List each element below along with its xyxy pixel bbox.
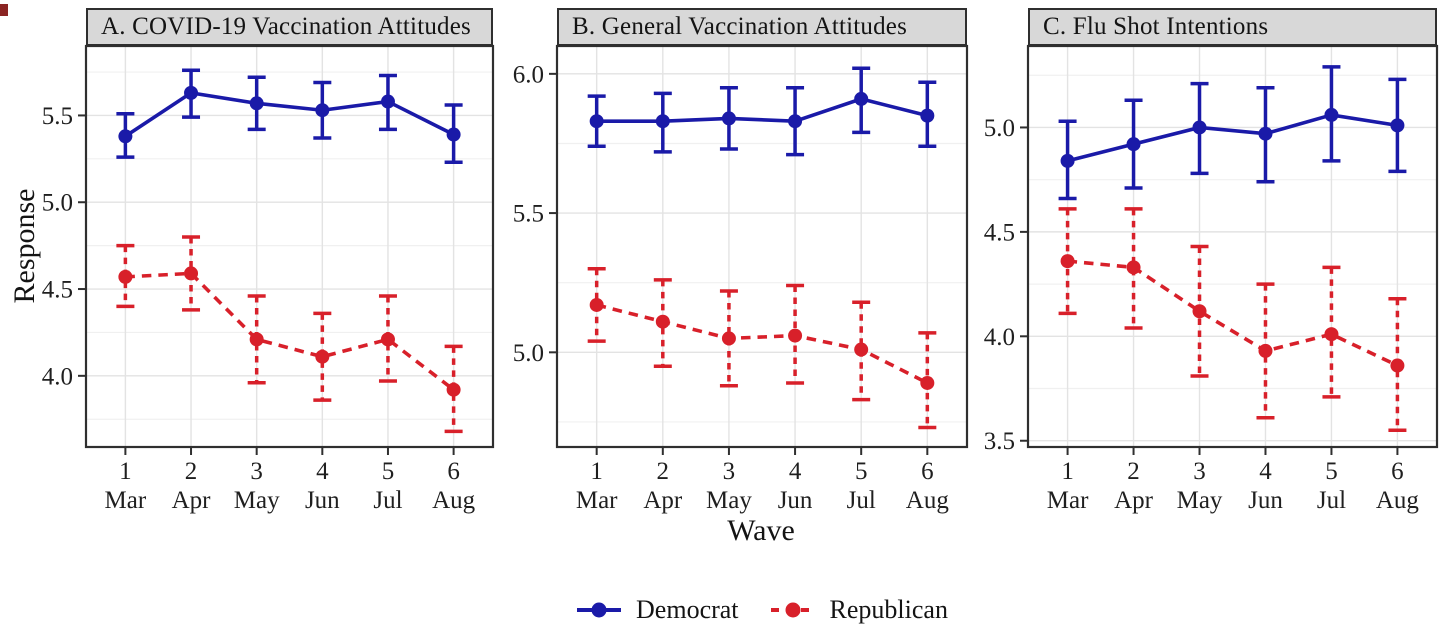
panel-b-xtick-month: Jul: [847, 487, 876, 514]
panel-b-xtick-wave: 6: [921, 458, 934, 485]
panel-b-xtick-wave: 3: [723, 458, 736, 485]
panel-c-xtick-wave: 4: [1259, 458, 1272, 485]
legend-key-democrat-icon: [577, 602, 622, 618]
panel-a-ytick-label: 5.0: [42, 190, 73, 217]
panel-a-xtick-month: Jul: [373, 487, 402, 514]
panel-a-xtick-wave: 4: [316, 458, 329, 485]
panel-b-xtick-wave: 5: [855, 458, 868, 485]
panel-b-xtick-wave: 1: [590, 458, 603, 485]
panel-b-ytick-label: 6.0: [513, 61, 544, 88]
legend-label-democrat: Democrat: [636, 595, 739, 624]
panel-a-xtick-wave: 2: [185, 458, 198, 485]
panel-c-xtick-month: Mar: [1047, 487, 1089, 514]
panel-a-xtick-wave: 5: [382, 458, 395, 485]
facet-strip-a: A. COVID-19 Vaccination Attitudes: [86, 8, 493, 46]
panel-a-xtick-month: Apr: [172, 487, 212, 514]
panel-c-xtick-month: Apr: [1114, 487, 1154, 514]
panel-c-ytick-label: 4.0: [984, 324, 1015, 351]
x-axis-title: Wave: [727, 514, 795, 547]
panel-a-ytick-label: 4.0: [42, 363, 73, 390]
panel-b-xtick-month: Mar: [576, 487, 618, 514]
panel-c-xtick-wave: 3: [1193, 458, 1206, 485]
panel-b-ytick-label: 5.0: [513, 340, 544, 367]
panel-a-ytick-label: 5.5: [42, 103, 73, 130]
panel-c-xtick-month: May: [1177, 487, 1223, 514]
panel-b-xtick-month: May: [706, 487, 752, 514]
facet-title-b: B. General Vaccination Attitudes: [572, 13, 908, 40]
panel-a-xtick-month: May: [234, 487, 280, 514]
facet-strip-b: B. General Vaccination Attitudes: [557, 8, 967, 46]
screenshot-artifact: [0, 4, 8, 16]
panel-c-xtick-wave: 5: [1325, 458, 1338, 485]
panel-b-xtick-month: Jun: [778, 487, 813, 514]
panel-b-xtick-month: Aug: [906, 487, 950, 514]
panel-c-series-republican: [1058, 207, 1407, 433]
legend: Democrat Republican: [86, 590, 1437, 630]
facet-title-a: A. COVID-19 Vaccination Attitudes: [101, 13, 471, 40]
panel-c-ytick-label: 4.5: [984, 219, 1015, 246]
panel-c-xtick-month: Aug: [1376, 487, 1420, 514]
panel-c-xtick-wave: 1: [1061, 458, 1074, 485]
panel-c-xtick-month: Jul: [1317, 487, 1346, 514]
panel-c-xtick-wave: 2: [1127, 458, 1140, 485]
panel-c-series-democrat: [1058, 65, 1407, 201]
panel-b-xtick-wave: 4: [789, 458, 802, 485]
panel-b-series-republican: [587, 267, 937, 430]
facet-title-c: C. Flu Shot Intentions: [1043, 13, 1269, 40]
panel-a-xtick-wave: 1: [119, 458, 132, 485]
panel-b-ytick-label: 5.5: [513, 201, 544, 228]
panel-a-xtick-wave: 6: [447, 458, 460, 485]
panel-c-ytick-label: 3.5: [984, 428, 1015, 455]
panel-a-ytick-label: 4.5: [42, 277, 73, 304]
panel-a-xtick-month: Mar: [105, 487, 147, 514]
panel-a-xtick-month: Aug: [432, 487, 476, 514]
panel-a-series-democrat: [116, 68, 463, 165]
panel-b-xtick-month: Apr: [643, 487, 683, 514]
panel-b-xtick-wave: 2: [657, 458, 670, 485]
panel-c-xtick-wave: 6: [1391, 458, 1404, 485]
legend-key-republican-icon: [770, 602, 815, 618]
panel-b-series-democrat: [587, 66, 937, 157]
panel-a-series-republican: [116, 235, 463, 434]
panel-c-xtick-month: Jun: [1248, 487, 1283, 514]
panel-a-xtick-wave: 3: [250, 458, 263, 485]
y-axis-title: Response: [8, 188, 41, 304]
legend-label-republican: Republican: [829, 595, 948, 624]
facet-strip-c: C. Flu Shot Intentions: [1028, 8, 1437, 46]
panel-a-xtick-month: Jun: [305, 487, 340, 514]
panel-c-ytick-label: 5.0: [984, 115, 1015, 142]
